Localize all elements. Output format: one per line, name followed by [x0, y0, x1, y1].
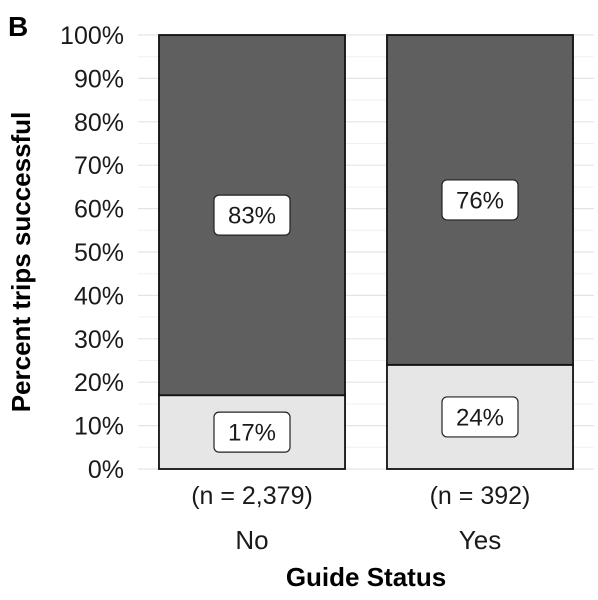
- x-axis-labels: (n = 2,379) No (n = 392) Yes: [191, 482, 530, 555]
- data-label: 24%: [441, 396, 519, 438]
- y-axis-ticks: 0% 10% 20% 30% 40% 50% 60% 70% 80% 90% 100%: [60, 22, 124, 484]
- data-label-box: [441, 396, 519, 438]
- y-tick-label: 20%: [74, 369, 124, 397]
- y-tick-label: 10%: [74, 413, 124, 441]
- y-tick-label: 50%: [74, 239, 124, 267]
- data-labels: 17% 83% 24% 76%: [213, 179, 519, 453]
- data-label-box: [213, 194, 291, 236]
- y-tick-label: 40%: [74, 282, 124, 310]
- category-n-label: (n = 392): [430, 482, 531, 510]
- data-label-box: [441, 179, 519, 221]
- data-label: 83%: [213, 194, 291, 236]
- x-axis-title: Guide Status: [286, 562, 446, 592]
- y-tick-label: 80%: [74, 109, 124, 137]
- y-tick-label: 60%: [74, 196, 124, 224]
- data-label-text: 83%: [228, 203, 276, 230]
- x-tick-label: Yes: [459, 525, 501, 555]
- y-tick-label: 30%: [74, 326, 124, 354]
- data-label: 17%: [213, 411, 291, 453]
- y-axis-title: Percent trips successful: [6, 112, 36, 413]
- data-label-text: 76%: [456, 187, 504, 214]
- data-label-text: 17%: [228, 420, 276, 447]
- category-n-label: (n = 2,379): [191, 482, 313, 510]
- y-tick-label: 70%: [74, 152, 124, 180]
- panel-letter: B: [8, 11, 28, 42]
- y-tick-label: 0%: [88, 456, 124, 484]
- y-tick-label: 90%: [74, 65, 124, 93]
- x-tick-label: No: [235, 525, 268, 555]
- y-tick-label: 100%: [60, 22, 124, 50]
- data-label-text: 24%: [456, 404, 504, 431]
- data-label-box: [213, 411, 291, 453]
- data-label: 76%: [441, 179, 519, 221]
